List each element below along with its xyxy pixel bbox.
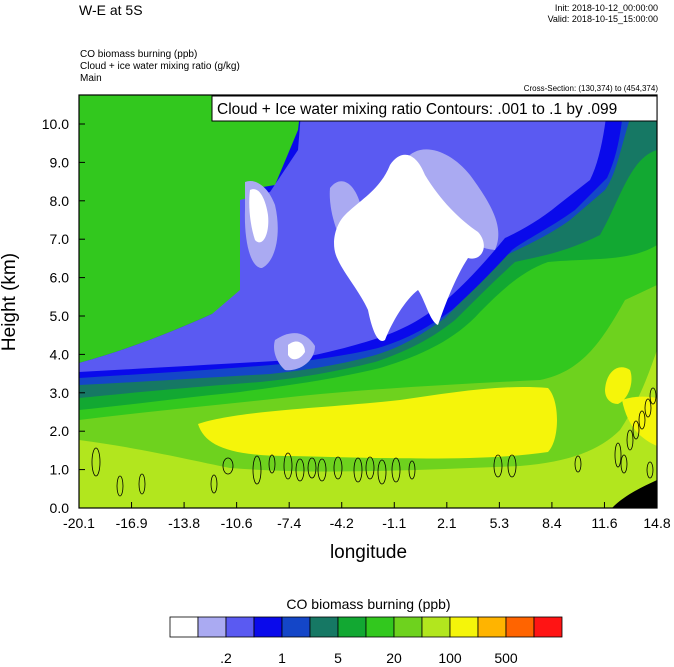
colorbar-label: 20: [386, 650, 402, 666]
colorbar-label: 5: [334, 650, 342, 666]
x-tick-label: 5.3: [490, 515, 510, 531]
cloud-contour-layer: [91, 387, 657, 497]
cloud-contour: [377, 459, 387, 485]
co-band: [288, 341, 305, 360]
x-axis-label: longitude: [329, 542, 408, 563]
cloud-contour: [252, 455, 262, 485]
colorbar-swatch: [421, 616, 451, 638]
colorbar-swatch: [169, 616, 199, 638]
x-tick-label: -20.1: [63, 515, 95, 531]
x-tick-label: 8.4: [542, 515, 562, 531]
y-tick-label: 7.0: [50, 231, 70, 247]
cloud-contour: [91, 447, 101, 477]
colorbar-swatch: [281, 616, 311, 638]
colorbar-label: 1: [278, 650, 286, 666]
x-tick-label: -7.4: [277, 515, 301, 531]
y-tick-label: 10.0: [42, 116, 69, 132]
y-axis-label: Height (km): [0, 252, 20, 352]
colorbar-label: 500: [494, 650, 518, 666]
colorbar-swatch: [365, 616, 395, 638]
colorbar-title: CO biomass burning (ppb): [286, 596, 451, 612]
co-band: [605, 367, 632, 404]
y-tick-label: 6.0: [50, 270, 70, 286]
cloud-contour: [138, 473, 146, 495]
cloud-contour: [333, 456, 343, 480]
colorbar-label: .2: [220, 650, 232, 666]
y-tick-label: 3.0: [50, 385, 70, 401]
cloud-contour: [507, 454, 517, 478]
colorbar-swatch: [309, 616, 339, 638]
co-band: [198, 387, 557, 459]
field-label-cloud: Cloud + ice water mixing ratio (g/kg): [80, 61, 240, 72]
x-tick-label: 11.6: [591, 515, 617, 531]
colorbar-swatch: [505, 616, 535, 638]
cloud-contour: [632, 420, 640, 440]
cloud-contour: [283, 452, 293, 480]
x-tick-label: -16.9: [116, 515, 148, 531]
colorbar-swatch: [225, 616, 255, 638]
cloud-contour: [646, 461, 654, 479]
colorbar-swatch: [337, 616, 367, 638]
y-tick-label: 1.0: [50, 462, 70, 478]
colorbar-label: 100: [438, 650, 462, 666]
colorbar-swatch: [197, 616, 227, 638]
colorbar-swatch: [253, 616, 283, 638]
x-tick-label: -4.2: [330, 515, 354, 531]
x-tick-label: -13.8: [168, 515, 200, 531]
y-tick-label: 0.0: [50, 500, 70, 516]
y-tick-label: 5.0: [50, 308, 70, 324]
x-axis: -20.1 -16.9 -13.8 -10.6 -7.4 -4.2 -1.1 2.1 5.3 8.…: [63, 502, 671, 531]
y-tick-label: 2.0: [50, 423, 70, 439]
co-fill-layer: [79, 95, 657, 508]
cross-section-label: Cross-Section: (130,374) to (454,374): [523, 84, 658, 93]
colorbar: .2 1 5 20 100 500: [169, 616, 563, 666]
cloud-contour: [222, 457, 234, 475]
colorbar-swatch: [393, 616, 423, 638]
colorbar-swatch: [477, 616, 507, 638]
colorbar-swatch: [449, 616, 479, 638]
cloud-contour: [620, 454, 628, 474]
cloud-contour: [644, 398, 652, 418]
x-tick-label: -1.1: [382, 515, 406, 531]
cloud-contour: [268, 454, 276, 474]
cloud-contour: [574, 455, 582, 473]
x-tick-label: -10.6: [221, 515, 253, 531]
co-band: [249, 189, 269, 243]
y-tick-label: 8.0: [50, 193, 70, 209]
co-band: [405, 149, 499, 250]
cloud-contour: [408, 460, 416, 480]
co-band: [380, 196, 404, 222]
cloud-contour: [307, 457, 317, 479]
y-tick-label: 9.0: [50, 154, 70, 170]
cloud-contour: [210, 474, 218, 494]
init-time: Init: 2018-10-12_00:00:00: [554, 3, 658, 13]
cloud-contour: [317, 458, 327, 482]
cloud-contour: [365, 456, 375, 480]
cloud-contour: [295, 458, 305, 482]
contour-annotation-box: Cloud + Ice water mixing ratio Contours:…: [211, 95, 658, 122]
field-label-main: Main: [80, 73, 102, 84]
x-tick-label: 14.8: [643, 515, 670, 531]
cloud-contour: [626, 429, 634, 451]
cloud-contour: [638, 410, 646, 430]
field-label-co: CO biomass burning (ppb): [80, 49, 198, 60]
cloud-contour: [116, 475, 124, 497]
cloud-contour: [493, 454, 503, 478]
colorbar-swatch: [533, 616, 563, 638]
co-band: [334, 154, 484, 341]
terrain-mask: [612, 480, 657, 508]
plot-frame: [78, 94, 658, 509]
co-band: [622, 396, 657, 446]
y-tick-label: 4.0: [50, 346, 70, 362]
valid-time: Valid: 2018-10-15_15:00:00: [547, 14, 658, 24]
cloud-contour: [614, 442, 622, 468]
cloud-contour: [391, 457, 401, 483]
cloud-contour: [649, 387, 657, 405]
y-axis: 0.0 1.0 2.0 3.0 4.0 5.0 6.0 7.0 8.0 9.0 10.0: [42, 116, 85, 516]
x-tick-label: 2.1: [437, 515, 457, 531]
cloud-contour: [353, 457, 363, 483]
contour-annotation: Cloud + Ice water mixing ratio Contours:…: [217, 101, 617, 118]
chart-title: W-E at 5S: [79, 2, 143, 18]
